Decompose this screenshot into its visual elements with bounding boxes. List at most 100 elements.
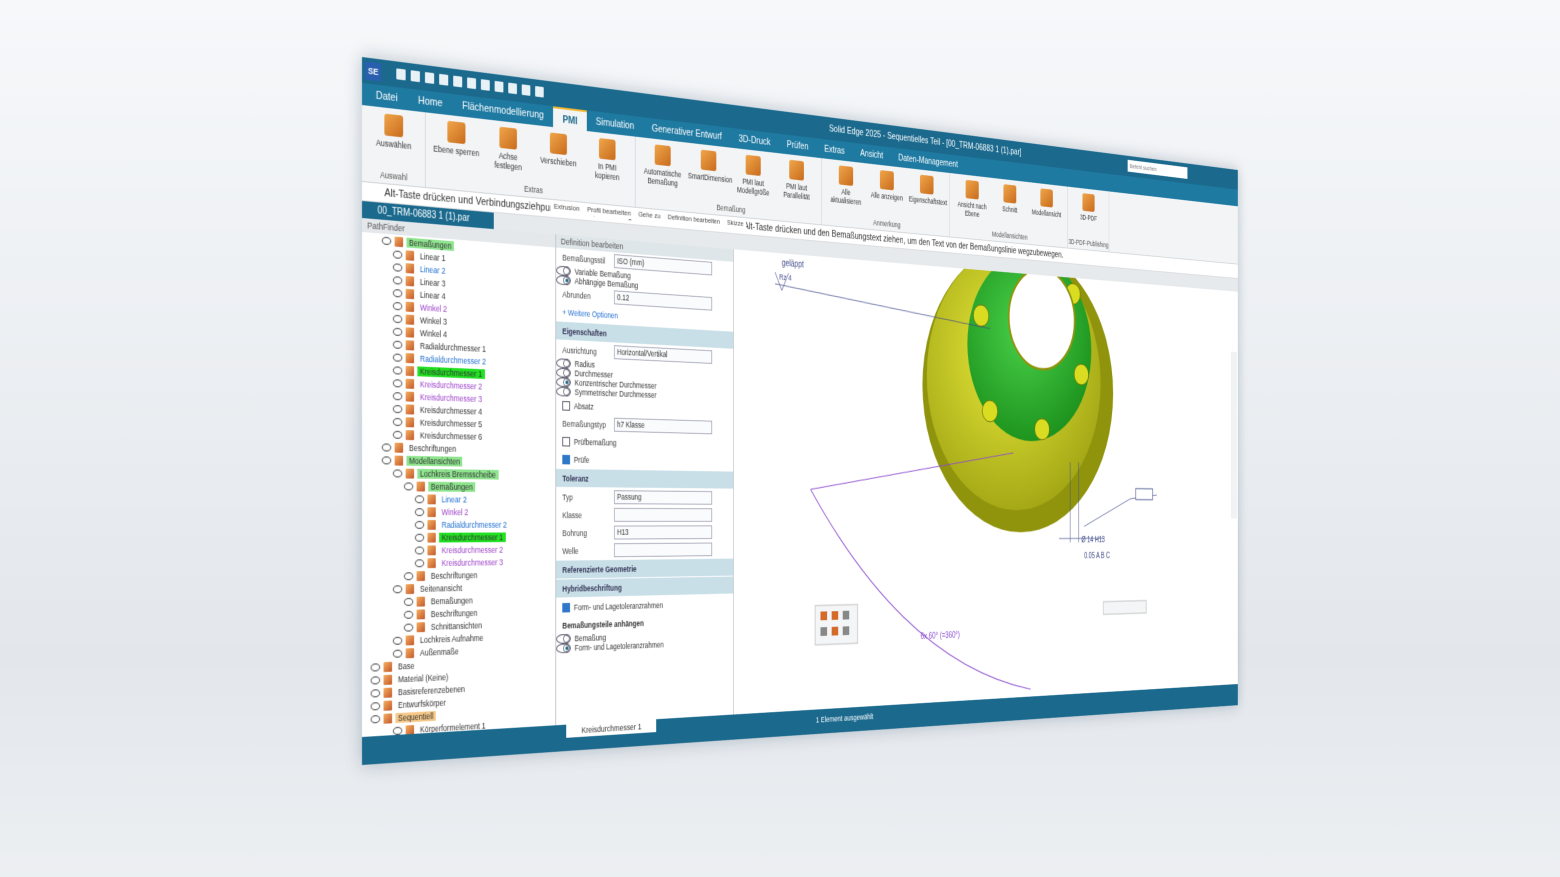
button-icon (701, 150, 717, 172)
visibility-icon (415, 495, 424, 503)
section-label[interactable]: Referenzierte Geometrie (562, 564, 636, 574)
visibility-icon (415, 520, 424, 528)
radio-button[interactable] (563, 643, 571, 653)
ribbon-group: 3D-PDF 3D-PDF-Publishing (1068, 187, 1109, 252)
tree-row[interactable]: Radialdurchmesser 2 (362, 518, 555, 531)
item-icon (406, 340, 414, 350)
visibility-icon (415, 546, 424, 554)
panel-row: Toleranz (556, 469, 733, 489)
field-value[interactable] (614, 543, 712, 558)
radio-button[interactable] (563, 276, 571, 286)
item-icon (417, 596, 425, 606)
annotation: geläppt (782, 258, 804, 269)
item-icon (406, 584, 414, 594)
panel-row: Form- und Lagetoleranzrahmen (556, 643, 570, 653)
tree-label: Kreisdurchmesser 1 (439, 532, 505, 542)
field-value[interactable]: Horizontal/Vertikal (614, 345, 712, 364)
button-icon (447, 121, 465, 144)
button-icon (839, 165, 853, 186)
command[interactable]: Extrusion (554, 202, 580, 213)
tree-label: Linear 4 (417, 289, 448, 301)
field-value[interactable]: Passung (614, 490, 712, 504)
visibility-icon (393, 276, 402, 285)
graphics-viewport[interactable]: geläppt Rz 4 Ø 14 H13 0.05 A B C 6x 60° … (734, 249, 1238, 714)
field-value[interactable] (614, 508, 712, 522)
edit-field[interactable] (1103, 600, 1146, 614)
command-search[interactable]: Befehl suchen (1128, 160, 1188, 179)
visibility-icon (404, 482, 413, 490)
button-label: Auswählen (376, 137, 411, 151)
item-icon (427, 520, 435, 530)
checkbox-label: Prüfbemaßung (574, 437, 617, 447)
field-label: Bohrung (562, 528, 614, 538)
panel-row: Welle (556, 541, 733, 560)
item-icon (427, 558, 435, 568)
mini-toolbar[interactable] (815, 604, 857, 644)
tree-label: Beschriftungen (406, 442, 458, 453)
visibility-icon (393, 417, 402, 425)
command[interactable]: Gehe zu (638, 210, 660, 220)
section-label[interactable]: Eigenschaften (562, 326, 606, 338)
radio-button[interactable] (563, 387, 571, 397)
button-icon (1040, 188, 1052, 207)
command[interactable]: Profil bearbeiten (587, 205, 631, 217)
button-label: Eigenschaftstext (909, 195, 947, 207)
button-icon (499, 127, 517, 150)
visibility-icon (393, 327, 402, 335)
visibility-icon (382, 236, 391, 245)
tree-row[interactable]: Linear 2 (362, 492, 555, 506)
status-text: 1 Element ausgewählt (816, 712, 873, 724)
checkbox[interactable] (562, 454, 570, 464)
tree-row[interactable]: Winkel 2 (362, 505, 555, 518)
radio-button[interactable] (563, 368, 571, 378)
command[interactable]: Skizze (727, 218, 743, 228)
button-icon (880, 170, 894, 190)
tree-label: Sequentiell (395, 710, 435, 722)
item-icon (427, 545, 435, 555)
visibility-icon (371, 689, 380, 697)
tree-label: Kreisdurchmesser 3 (439, 557, 505, 567)
field-value[interactable]: H13 (614, 525, 712, 539)
panel-row: Klasse (556, 506, 733, 524)
radio-button[interactable] (563, 634, 571, 644)
link-label[interactable]: + Weitere Optionen (562, 307, 618, 320)
section-label[interactable]: Toleranz (562, 473, 588, 483)
button-label: Schnitt (1002, 205, 1017, 215)
checkbox[interactable] (562, 436, 570, 446)
visibility-icon (415, 508, 424, 516)
tree-label: Winkel 2 (417, 302, 449, 314)
radio-button[interactable] (563, 266, 571, 276)
tree-label: Schnittansichten (428, 620, 484, 631)
visibility-icon (393, 430, 402, 438)
visibility-icon (371, 702, 380, 710)
tree-label: Winkel 3 (417, 315, 449, 327)
item-icon (406, 314, 414, 324)
panel-row: Bemaßung (556, 634, 570, 644)
field-label: Klasse (562, 510, 614, 519)
visibility-icon (393, 405, 402, 413)
visibility-icon (393, 585, 402, 593)
tree-label: Modellansichten (406, 455, 462, 466)
field-value[interactable]: h7 Klasse (614, 418, 712, 435)
visibility-icon (393, 469, 402, 477)
field-label: Welle (562, 546, 614, 556)
checkbox[interactable] (562, 401, 570, 411)
radio-button[interactable] (563, 359, 571, 369)
field-label: Abrunden (562, 289, 614, 302)
tree-label: Winkel 2 (439, 507, 471, 517)
item-icon (406, 365, 414, 375)
visibility-icon (393, 392, 402, 400)
side-toolbar[interactable] (1231, 352, 1237, 519)
visibility-icon (371, 715, 380, 723)
item-icon (406, 327, 414, 337)
checkbox[interactable] (562, 602, 570, 612)
tree-label: Kreisdurchmesser 1 (417, 366, 484, 379)
tree-label: Außenmaße (417, 646, 461, 657)
button-label: PMI laut Modellgröße (737, 177, 769, 198)
section-label[interactable]: Hybridbeschriftung (562, 583, 621, 594)
visibility-icon (393, 366, 402, 374)
radio-button[interactable] (563, 377, 571, 387)
item-icon (406, 468, 414, 478)
button-icon (599, 138, 616, 160)
annotation: Rz 4 (779, 272, 792, 282)
